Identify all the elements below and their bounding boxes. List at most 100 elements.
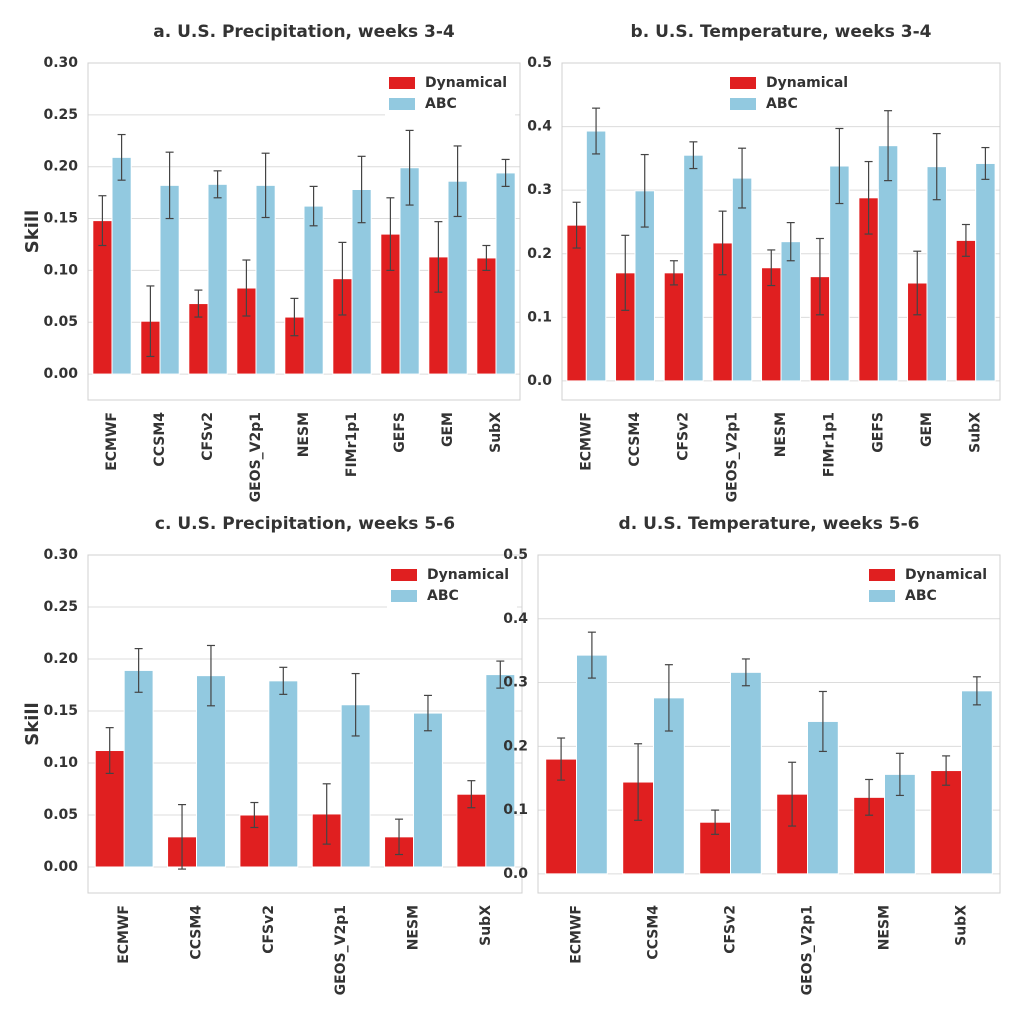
error-bar — [105, 727, 114, 775]
x-tick-label: CFSv2 — [723, 905, 739, 954]
x-tick-label: GEM — [919, 412, 935, 447]
error-bar — [309, 185, 318, 227]
y-tick-label: 0.10 — [43, 262, 78, 278]
error-bar — [981, 146, 990, 180]
x-tick-label: SubX — [478, 905, 494, 946]
x-tick-label: NESM — [877, 905, 893, 950]
error-bar — [818, 690, 827, 753]
error-bar — [669, 260, 678, 286]
legend-label: Dynamical — [425, 75, 507, 91]
bar — [961, 690, 993, 875]
y-tick-label: 0.00 — [43, 859, 78, 875]
x-tick-label: GEOS_V2p1 — [333, 905, 349, 995]
error-bar — [322, 783, 331, 845]
y-tick-label: 0.05 — [43, 807, 78, 823]
y-tick-label: 0.5 — [527, 55, 552, 71]
error-bar — [146, 285, 155, 358]
error-bar — [884, 110, 893, 182]
bar — [476, 257, 497, 375]
error-bar — [206, 644, 215, 707]
y-tick-label: 0.3 — [527, 182, 552, 198]
error-bar — [134, 647, 143, 693]
y-axis-label: Skill — [22, 702, 43, 745]
x-tick-label: SubX — [954, 905, 970, 946]
legend-label: Dynamical — [427, 567, 509, 583]
legend-swatch — [389, 98, 415, 110]
y-tick-label: 0.1 — [527, 309, 552, 325]
error-bar — [557, 737, 566, 781]
x-tick-label: GEOS_V2p1 — [248, 412, 264, 502]
error-bar — [572, 201, 581, 249]
y-tick-label: 0.4 — [503, 611, 528, 627]
error-bar — [194, 289, 203, 318]
bar — [780, 241, 801, 382]
y-tick-label: 0.15 — [43, 211, 78, 227]
legend-swatch — [391, 590, 417, 602]
plot-frame — [87, 554, 523, 894]
x-tick-label: NESM — [773, 412, 789, 457]
bar — [268, 680, 299, 868]
bar — [303, 205, 324, 375]
legend-swatch — [391, 569, 417, 581]
x-tick-label: SubX — [968, 412, 984, 453]
error-bar — [117, 133, 126, 181]
x-tick-label: CCSM4 — [189, 905, 205, 960]
y-tick-label: 0.20 — [43, 651, 78, 667]
error-bar — [767, 249, 776, 287]
legend-label: ABC — [766, 96, 798, 112]
y-tick-label: 0.25 — [43, 599, 78, 615]
y-tick-label: 0.2 — [527, 246, 552, 262]
x-tick-label: ECMWF — [569, 905, 585, 964]
error-bar — [895, 752, 904, 797]
y-tick-label: 0.3 — [503, 675, 528, 691]
y-tick-label: 0.00 — [43, 366, 78, 382]
legend-label: Dynamical — [905, 567, 987, 583]
legend-label: ABC — [427, 588, 459, 604]
y-tick-label: 0.30 — [43, 547, 78, 563]
x-tick-label: FIMr1p1 — [344, 412, 360, 477]
bar — [123, 669, 154, 868]
error-bar — [738, 147, 747, 209]
x-tick-label: CCSM4 — [152, 412, 168, 467]
legend-swatch — [730, 98, 756, 110]
legend-swatch — [869, 590, 895, 602]
error-bar — [718, 210, 727, 276]
error-bar — [386, 197, 395, 271]
error-bar — [961, 223, 970, 257]
error-bar — [664, 664, 673, 732]
error-bar — [621, 234, 630, 311]
error-bar — [913, 250, 922, 316]
error-bar — [482, 244, 491, 271]
legend-label: Dynamical — [766, 75, 848, 91]
error-bar — [587, 631, 596, 679]
legend-swatch — [869, 569, 895, 581]
error-bar — [786, 221, 795, 262]
bar — [730, 671, 762, 875]
error-bar — [453, 145, 462, 218]
error-bar — [592, 107, 601, 155]
error-bar — [395, 818, 404, 856]
error-bar — [213, 170, 222, 199]
error-bar — [942, 755, 951, 786]
bar — [413, 712, 443, 868]
error-bar — [932, 132, 941, 201]
error-bar — [467, 780, 476, 809]
y-tick-label: 0.15 — [43, 703, 78, 719]
x-tick-label: CFSv2 — [261, 905, 277, 954]
error-bar — [501, 158, 510, 187]
y-tick-label: 0.0 — [527, 373, 552, 389]
error-bar — [178, 803, 187, 870]
error-bar — [835, 127, 844, 205]
chart-title: b. U.S. Temperature, weeks 3-4 — [631, 22, 932, 42]
error-bar — [405, 129, 414, 206]
x-tick-label: NESM — [296, 412, 312, 457]
bar — [111, 156, 132, 375]
error-bar — [434, 221, 443, 293]
bar — [495, 172, 516, 375]
y-tick-label: 0.20 — [43, 159, 78, 175]
y-tick-label: 0.0 — [503, 866, 528, 882]
x-tick-label: ECMWF — [116, 905, 132, 964]
y-tick-label: 0.4 — [527, 119, 552, 135]
x-tick-label: GEFS — [870, 412, 886, 453]
